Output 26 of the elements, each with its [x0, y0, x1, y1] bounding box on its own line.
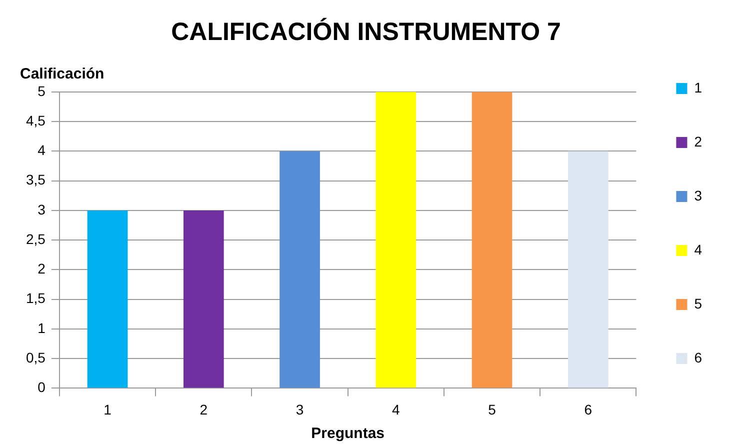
legend-label: 4 [694, 241, 702, 258]
legend-label: 5 [694, 295, 702, 312]
y-tick-label: 0 [38, 379, 46, 396]
legend-label: 6 [694, 349, 702, 366]
y-tick-label: 3 [38, 201, 46, 218]
x-tick-label: 4 [392, 401, 400, 418]
y-tick-label: 2 [38, 260, 46, 277]
y-tick-label: 5 [38, 82, 46, 99]
y-tick-label: 1,5 [26, 290, 46, 306]
legend-label: 1 [694, 79, 702, 96]
x-tick-label: 2 [200, 401, 208, 418]
y-tick-label: 1 [38, 320, 46, 336]
y-axis-title: Calificación [20, 66, 104, 83]
x-tick-label: 6 [584, 401, 592, 418]
y-tick-label: 4,5 [26, 112, 46, 128]
x-axis-title: Preguntas [311, 425, 385, 442]
y-tick-label: 4 [38, 142, 46, 158]
y-tick-label: 3,5 [26, 172, 46, 188]
x-tick-label: 1 [104, 401, 112, 418]
x-tick-label: 3 [296, 401, 304, 418]
x-tick-label: 5 [488, 401, 496, 418]
y-tick-label: 2,5 [26, 230, 46, 247]
legend-label: 2 [694, 133, 702, 150]
chart-title: CALIFICACIÓN INSTRUMENTO 7 [171, 16, 561, 46]
y-tick-label: 0,5 [26, 349, 46, 366]
legend-label: 3 [694, 187, 702, 204]
